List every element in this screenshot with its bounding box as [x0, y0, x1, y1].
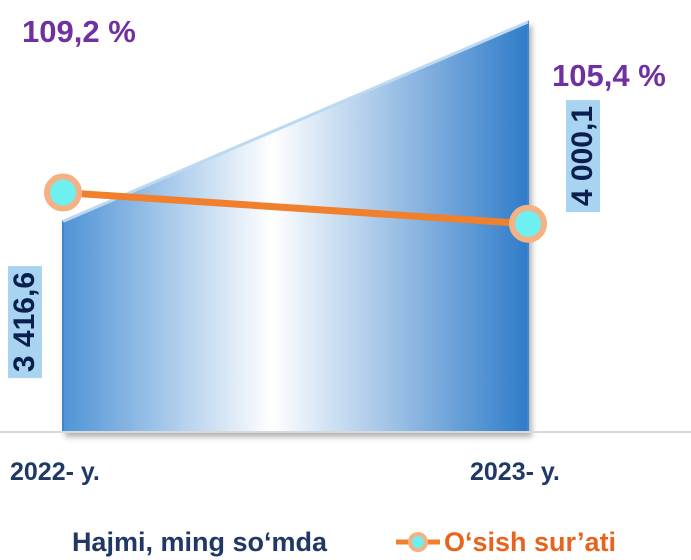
growth-data-label-2022: 109,2 % — [22, 14, 136, 49]
growth-data-label-2023: 105,4 % — [552, 58, 666, 93]
volume-data-label-2023: 4 000,1 — [566, 100, 600, 213]
growth-point-2023 — [509, 204, 547, 243]
legend-entry-growth: O‘sish sur’ati — [444, 527, 617, 557]
growth-point-2022 — [44, 173, 82, 212]
growth-line — [59, 189, 532, 228]
legend-line-marker-icon — [396, 532, 440, 552]
volume-area-top-edge — [62, 20, 529, 223]
legend-entry-volume: Hajmi, ming so‘mda — [71, 527, 327, 557]
x-tick-label-2022: 2022- y. — [10, 458, 100, 486]
volume-data-label-2022: 3 416,6 — [8, 266, 42, 379]
x-tick-label-2023: 2023- y. — [470, 458, 560, 486]
volume-area — [62, 20, 529, 433]
